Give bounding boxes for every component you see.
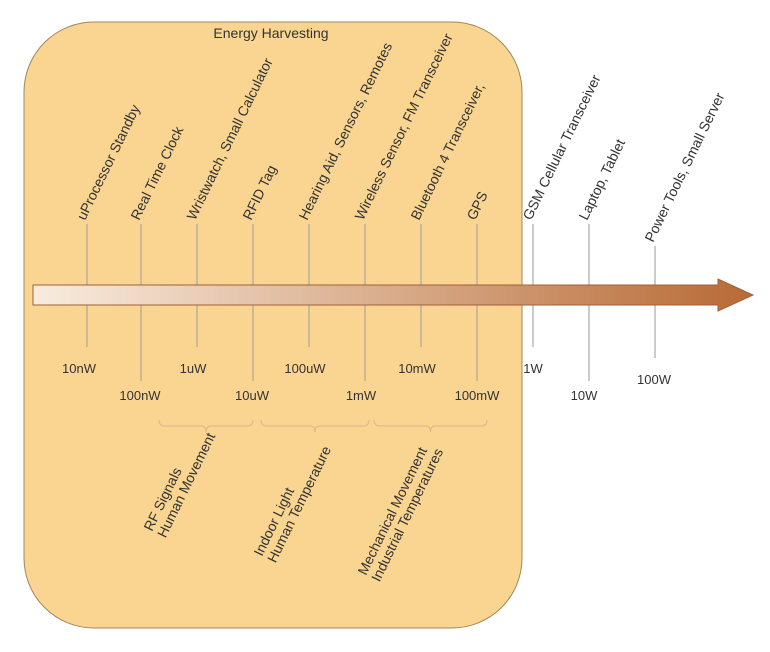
application-label: Power Tools, Small Server xyxy=(641,90,727,245)
diagram-title: Energy Harvesting xyxy=(213,25,328,41)
power-level-label: 1mW xyxy=(346,388,377,403)
power-level-label: 10nW xyxy=(62,361,97,376)
power-level-label: 100mW xyxy=(455,388,501,403)
power-scale-arrow xyxy=(32,278,755,312)
application-label: Laptop, Tablet xyxy=(575,136,628,222)
power-level-label: 10uW xyxy=(235,388,270,403)
power-level-label: 100W xyxy=(637,372,672,387)
energy-harvesting-region xyxy=(23,21,523,629)
source-brace xyxy=(260,419,370,433)
power-level-label: 100nW xyxy=(119,388,161,403)
source-brace xyxy=(373,419,488,433)
power-level-label: 1uW xyxy=(180,361,207,376)
power-level-label: 1W xyxy=(523,361,543,376)
source-brace xyxy=(158,419,254,433)
power-level-label: 100uW xyxy=(284,361,326,376)
power-level-label: 10W xyxy=(571,388,598,403)
power-level-label: 10mW xyxy=(398,361,436,376)
